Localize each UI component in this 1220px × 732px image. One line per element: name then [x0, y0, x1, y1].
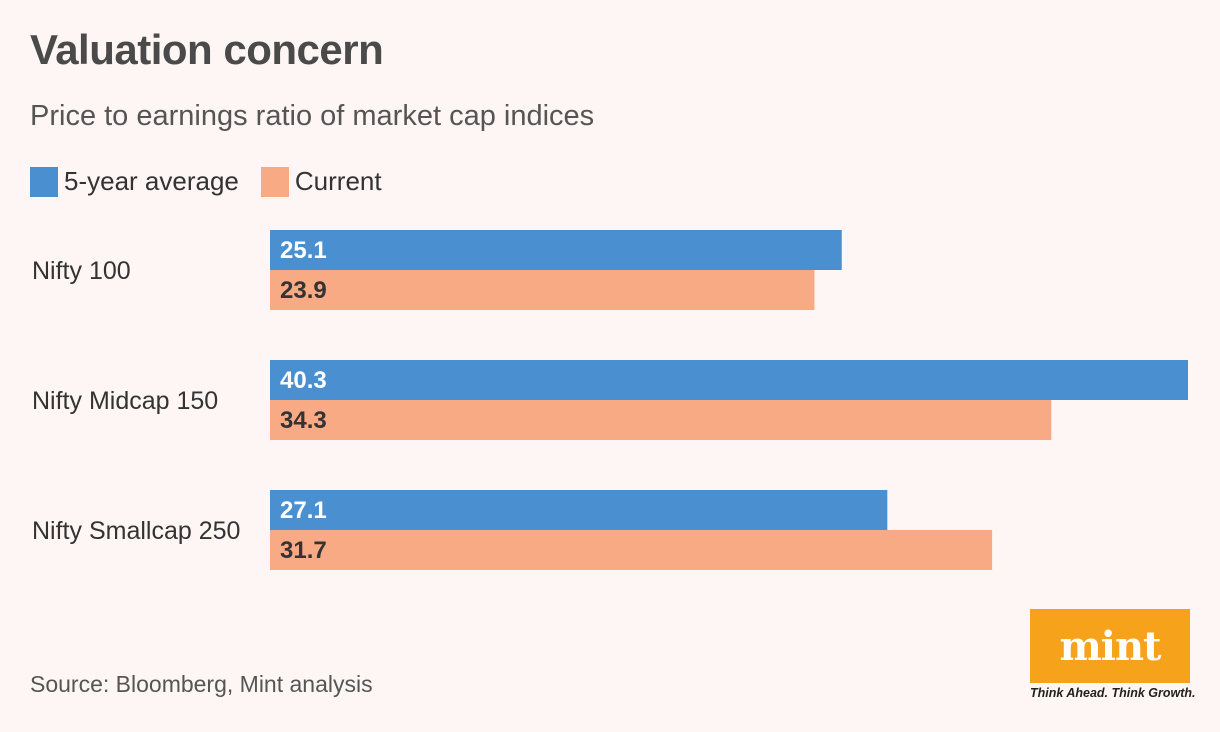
bar-nifty-100-5-year-average [270, 230, 842, 270]
logo-wordmark: mint [1059, 622, 1161, 670]
mint-logo: mint [1030, 609, 1190, 683]
data-label-nifty-midcap-150-5-year-average: 40.3 [280, 367, 327, 394]
source-note: Source: Bloomberg, Mint analysis [30, 671, 373, 697]
legend-swatch-current [260, 166, 289, 197]
data-label-nifty-100-5-year-average: 25.1 [280, 237, 327, 264]
data-label-nifty-midcap-150-current: 34.3 [280, 407, 327, 434]
legend-label-current: Current [294, 166, 382, 196]
bar-nifty-smallcap-250-5-year-average [270, 490, 888, 530]
bar-nifty-100-current [270, 270, 815, 310]
logo-tagline: Think Ahead. Think Growth. [1030, 686, 1196, 700]
legend-item-5-year-average: 5-year average [30, 166, 239, 197]
chart-subtitle: Price to earnings ratio of market cap in… [30, 100, 595, 132]
legend-swatch-5-year-average [30, 166, 58, 197]
bar-nifty-midcap-150-5-year-average [270, 360, 1188, 400]
category-label-nifty-midcap-150: Nifty Midcap 150 [32, 387, 218, 415]
category-label-nifty-100: Nifty 100 [32, 257, 131, 285]
bar-nifty-smallcap-250-current [270, 530, 993, 570]
bar-nifty-midcap-150-current [270, 400, 1052, 440]
data-label-nifty-smallcap-250-5-year-average: 27.1 [280, 497, 327, 524]
legend-item-current: Current [260, 166, 382, 197]
category-label-nifty-smallcap-250: Nifty Smallcap 250 [32, 517, 240, 545]
data-label-nifty-100-current: 23.9 [280, 277, 327, 304]
legend-label-5-year-average: 5-year average [64, 166, 239, 196]
data-label-nifty-smallcap-250-current: 31.7 [280, 537, 327, 564]
legend: 5-year average Current [30, 166, 404, 197]
chart-title: Valuation concern [30, 26, 384, 73]
